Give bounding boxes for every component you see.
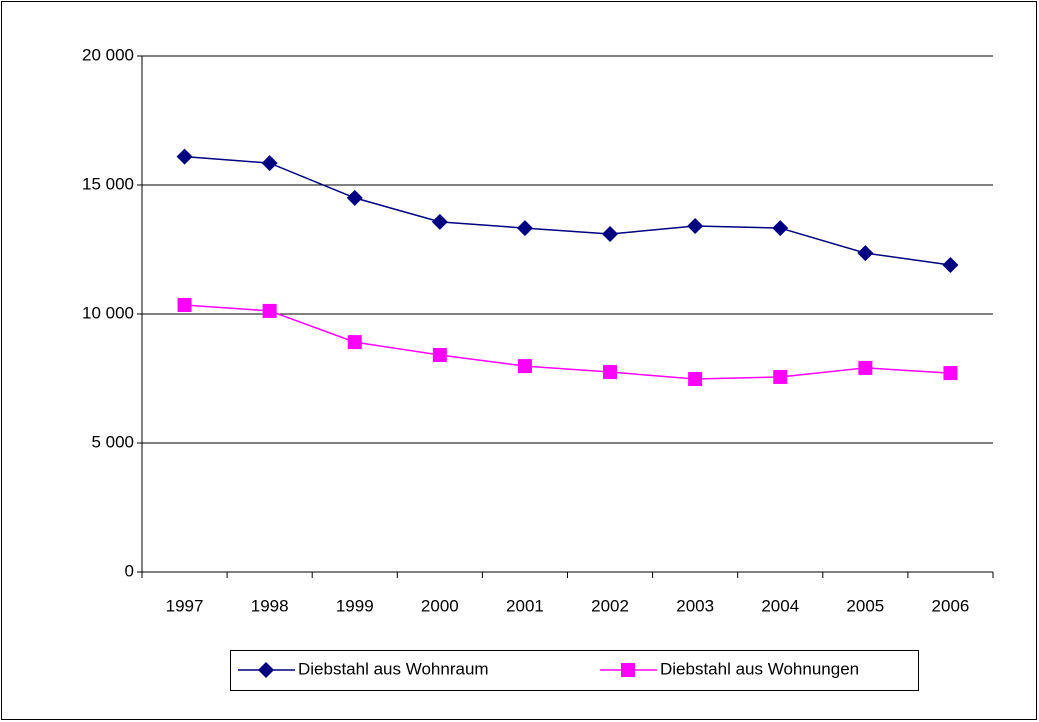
marker bbox=[517, 359, 532, 374]
legend-label: Diebstahl aus Wohnungen bbox=[660, 659, 859, 678]
legend-marker bbox=[621, 663, 635, 677]
legend-label: Diebstahl aus Wohnraum bbox=[298, 659, 489, 678]
marker bbox=[688, 372, 703, 387]
marker bbox=[603, 365, 618, 380]
x-tick-label: 1997 bbox=[166, 596, 204, 615]
marker bbox=[261, 155, 278, 172]
y-tick-label: 10 000 bbox=[82, 303, 134, 322]
x-tick-label: 2005 bbox=[846, 596, 884, 615]
marker bbox=[347, 335, 362, 350]
marker bbox=[176, 148, 193, 165]
marker bbox=[858, 360, 873, 375]
series-line bbox=[184, 304, 951, 380]
x-tick-label: 2006 bbox=[932, 596, 970, 615]
x-tick-label: 2003 bbox=[676, 596, 714, 615]
x-tick-label: 1999 bbox=[336, 596, 374, 615]
x-tick-label: 2001 bbox=[506, 596, 544, 615]
marker bbox=[516, 220, 533, 237]
marker bbox=[687, 218, 704, 235]
marker bbox=[262, 303, 277, 318]
legend-marker bbox=[258, 662, 274, 678]
x-tick-label: 2002 bbox=[591, 596, 629, 615]
y-tick-label: 15 000 bbox=[82, 174, 134, 193]
marker bbox=[346, 189, 363, 206]
marker bbox=[772, 220, 789, 237]
marker bbox=[773, 369, 788, 384]
y-tick-label: 0 bbox=[125, 561, 134, 580]
x-tick-label: 2004 bbox=[761, 596, 799, 615]
marker bbox=[431, 213, 448, 230]
legend-box bbox=[230, 650, 919, 691]
series-line bbox=[184, 155, 951, 266]
y-tick-label: 5 000 bbox=[91, 432, 134, 451]
x-tick-label: 1998 bbox=[251, 596, 289, 615]
marker bbox=[177, 297, 192, 312]
marker bbox=[857, 245, 874, 262]
marker bbox=[602, 226, 619, 243]
marker bbox=[943, 366, 958, 381]
marker bbox=[942, 256, 959, 273]
y-tick-label: 20 000 bbox=[82, 45, 134, 64]
x-tick-label: 2000 bbox=[421, 596, 459, 615]
marker bbox=[432, 348, 447, 363]
